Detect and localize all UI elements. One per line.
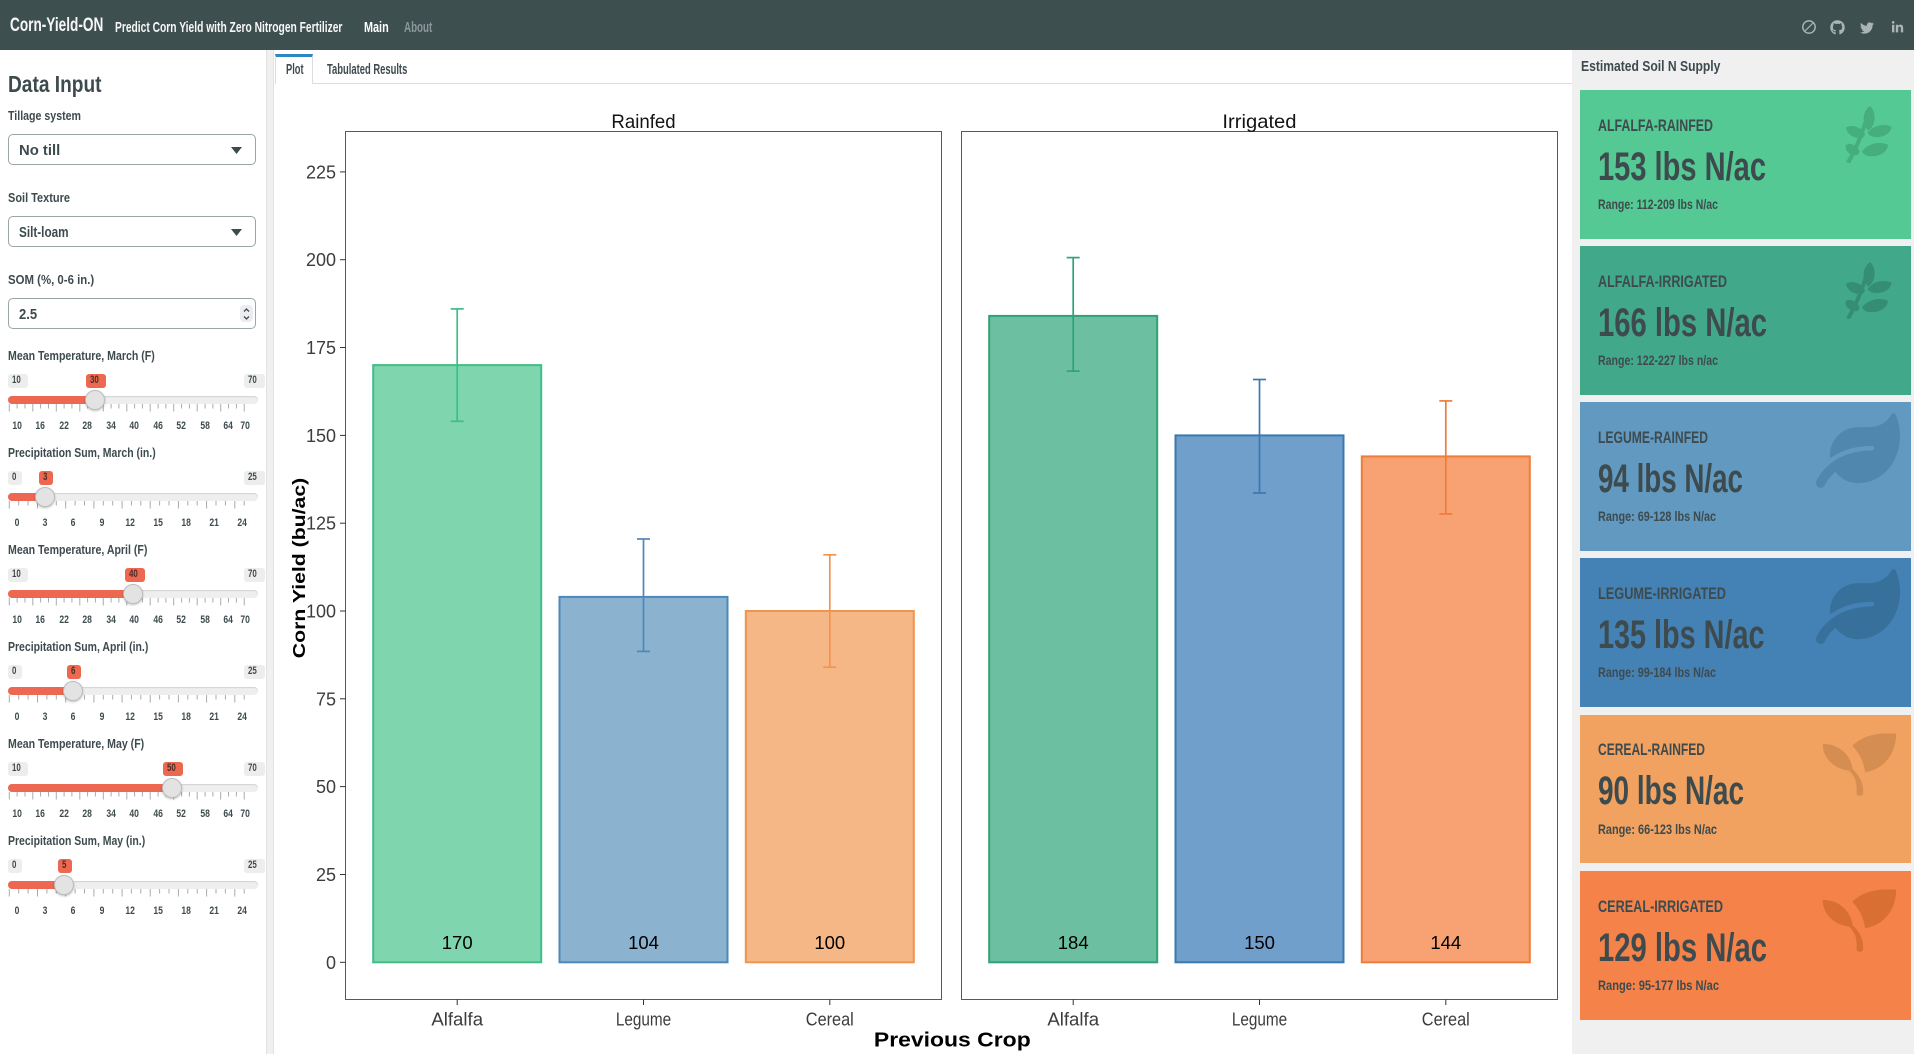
- svg-text:100: 100: [814, 932, 845, 953]
- svg-text:125: 125: [306, 514, 336, 534]
- svg-text:225: 225: [306, 162, 336, 182]
- svg-text:170: 170: [442, 932, 473, 953]
- svg-text:144: 144: [1430, 932, 1461, 953]
- svg-text:150: 150: [306, 426, 336, 446]
- svg-text:Alfalfa: Alfalfa: [431, 1009, 483, 1030]
- svg-text:50: 50: [316, 777, 336, 797]
- svg-text:Legume: Legume: [1232, 1009, 1287, 1030]
- svg-text:0: 0: [326, 953, 336, 973]
- svg-text:104: 104: [628, 932, 659, 953]
- svg-text:Legume: Legume: [616, 1009, 671, 1030]
- svg-text:175: 175: [306, 338, 336, 358]
- svg-text:Cereal: Cereal: [806, 1009, 854, 1030]
- svg-text:200: 200: [306, 250, 336, 270]
- svg-text:25: 25: [316, 865, 336, 885]
- svg-text:Alfalfa: Alfalfa: [1047, 1009, 1099, 1030]
- svg-text:Rainfed: Rainfed: [611, 111, 675, 133]
- svg-text:Previous Crop: Previous Crop: [874, 1028, 1031, 1052]
- svg-text:Irrigated: Irrigated: [1222, 111, 1296, 133]
- svg-text:184: 184: [1058, 932, 1089, 953]
- svg-text:75: 75: [316, 689, 336, 709]
- svg-text:Corn Yield (bu/ac): Corn Yield (bu/ac): [289, 478, 309, 658]
- svg-text:100: 100: [306, 602, 336, 622]
- svg-text:Cereal: Cereal: [1422, 1009, 1470, 1030]
- svg-text:150: 150: [1244, 932, 1275, 953]
